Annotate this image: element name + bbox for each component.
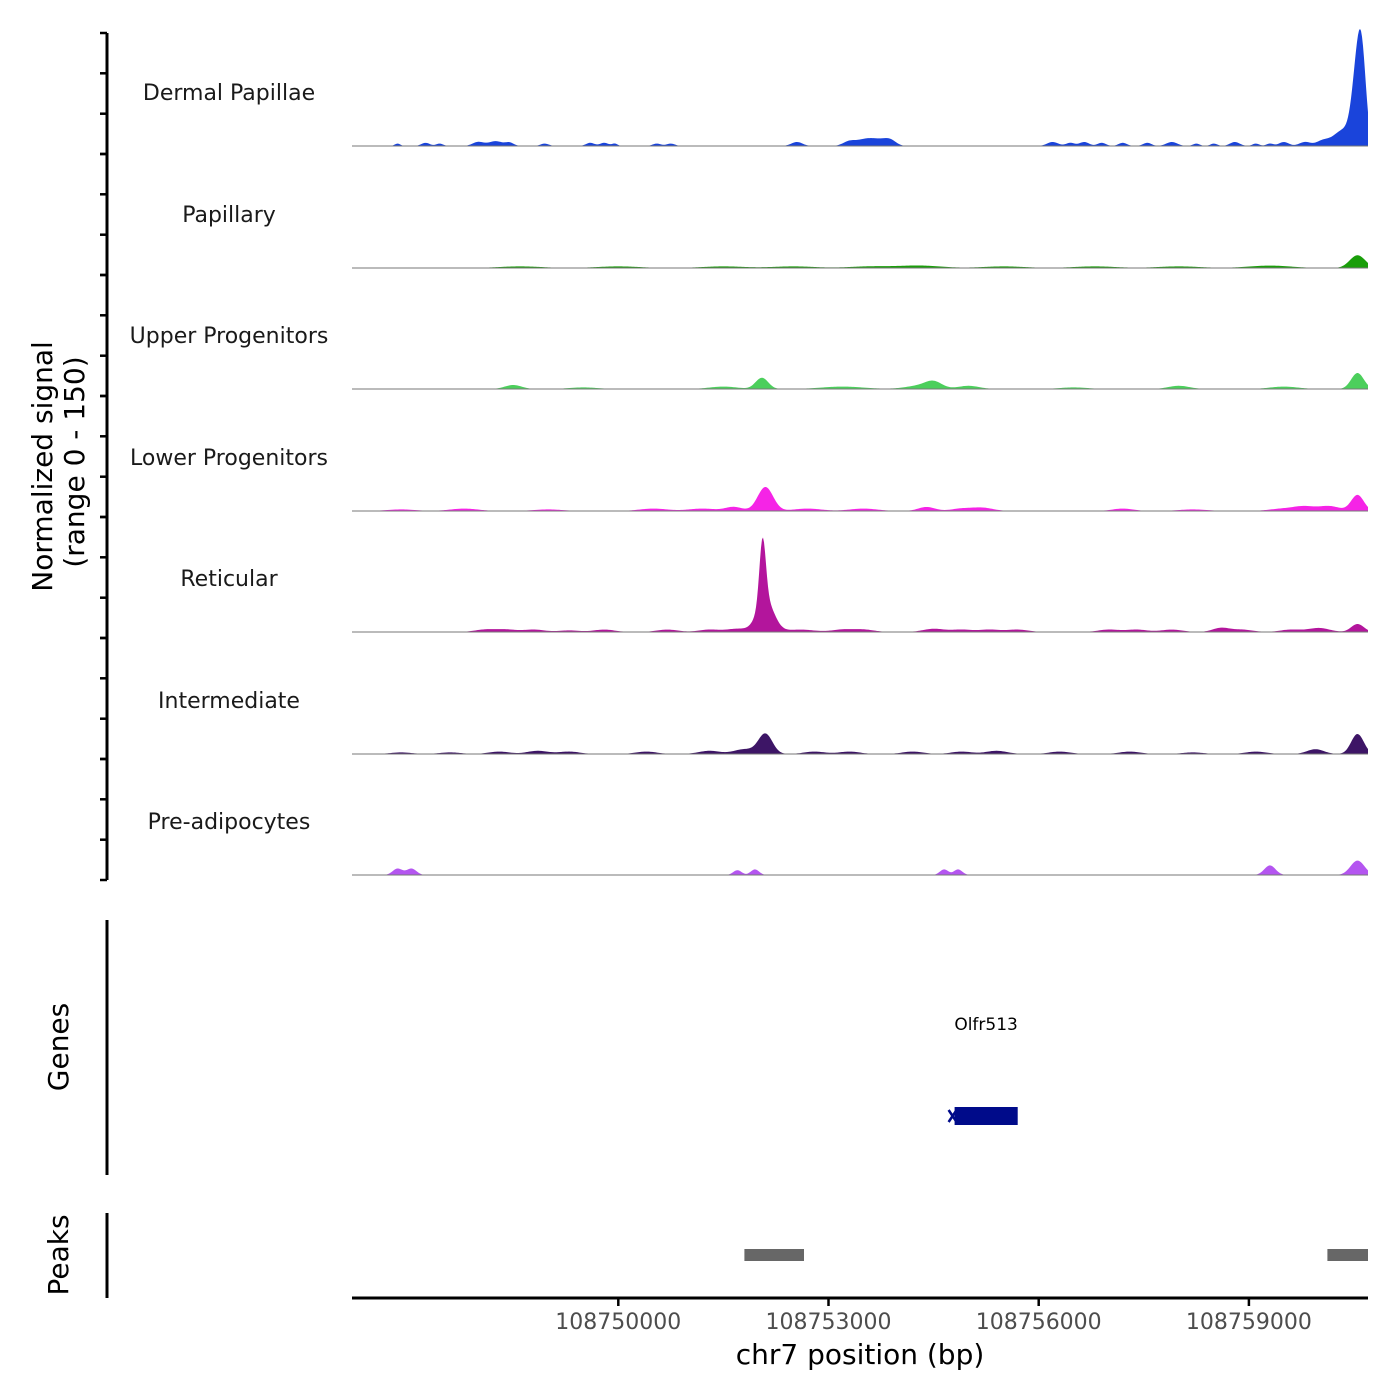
coverage-tracks: Dermal Papillae Papillary Upper Progenitor… [130, 28, 1368, 876]
peaks-track-label: Peaks [42, 1214, 75, 1295]
strand-arrow-icon [947, 1109, 958, 1123]
track-lower-progenitors: Lower Progenitors [130, 446, 1368, 512]
signal-area [352, 28, 1368, 147]
x-tick-label: 108759000 [1186, 1310, 1312, 1335]
track-intermediate: Intermediate [158, 689, 1368, 755]
signal-area [352, 487, 1368, 511]
track-label: Upper Progenitors [130, 324, 329, 349]
track-dermal-papillae: Dermal Papillae [143, 28, 1368, 147]
genes-track-label: Genes [42, 1003, 75, 1091]
x-axis-ticks: 108750000 108753000 108756000 108759000 [555, 1298, 1312, 1335]
track-label: Pre-adipocytes [148, 810, 311, 835]
gene-body [954, 1107, 1018, 1125]
y-axis-title-line-2: (range 0 - 150) [58, 356, 91, 567]
x-tick-label: 108756000 [976, 1310, 1102, 1335]
track-label: Dermal Papillae [143, 81, 315, 106]
coverage-y-axis-title: Normalized signal (range 0 - 150) [26, 332, 91, 591]
signal-area [352, 537, 1368, 632]
peak-region [1327, 1249, 1368, 1261]
track-label: Reticular [180, 567, 278, 592]
signal-area [352, 373, 1368, 389]
x-tick-label: 108750000 [555, 1310, 681, 1335]
genes-track: Olfr513 [947, 1015, 1018, 1125]
x-tick-label: 108753000 [766, 1310, 892, 1335]
peaks-track [744, 1249, 1368, 1261]
y-axis-title-line-1: Normalized signal [26, 341, 59, 592]
track-upper-progenitors: Upper Progenitors [130, 324, 1368, 390]
coverage-y-ticks [100, 31, 107, 882]
gene-label: Olfr513 [954, 1015, 1018, 1035]
signal-area [352, 860, 1368, 875]
signal-area [352, 255, 1368, 268]
track-label: Lower Progenitors [130, 446, 328, 471]
signal-area [352, 733, 1368, 754]
peak-region [744, 1249, 804, 1261]
track-reticular: Reticular [180, 537, 1368, 633]
x-axis-title: chr7 position (bp) [736, 1338, 985, 1371]
track-label: Intermediate [158, 689, 300, 714]
track-pre-adipocytes: Pre-adipocytes [148, 810, 1368, 876]
track-label: Papillary [182, 203, 276, 228]
track-papillary: Papillary [182, 203, 1368, 269]
